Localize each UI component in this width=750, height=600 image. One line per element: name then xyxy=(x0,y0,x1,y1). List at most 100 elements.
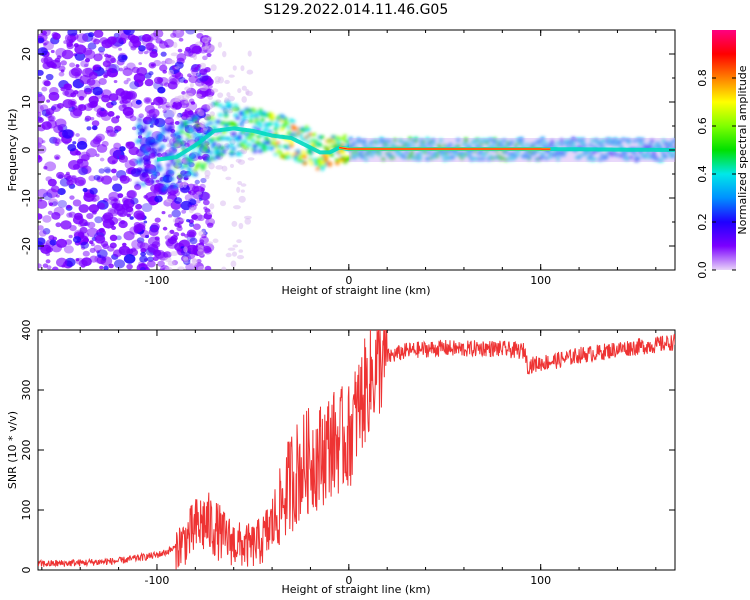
spectral-blob xyxy=(185,92,194,98)
spectral-blob xyxy=(73,43,79,48)
spectral-blob xyxy=(588,154,594,159)
spectral-blob xyxy=(49,87,59,96)
spectral-blob xyxy=(93,174,101,181)
spectral-blob xyxy=(48,202,54,206)
spectral-blob xyxy=(231,107,237,112)
spectral-blob xyxy=(252,149,258,154)
spectral-blob xyxy=(225,176,232,181)
spectral-blob xyxy=(79,74,91,85)
spectral-blob xyxy=(101,140,109,147)
spectral-blob xyxy=(75,133,80,137)
spectral-blob xyxy=(118,245,131,256)
spectral-blob xyxy=(177,135,183,140)
spectral-blob xyxy=(392,138,398,143)
spectral-blob xyxy=(609,152,615,157)
spectral-blob xyxy=(174,66,180,70)
spectral-blob xyxy=(96,249,108,259)
spectral-blob xyxy=(145,115,152,120)
spectral-blob xyxy=(476,138,482,143)
spectral-blob xyxy=(91,120,100,127)
spectral-blob xyxy=(241,96,247,103)
spectral-blob xyxy=(407,136,413,141)
spectral-blob xyxy=(118,104,127,112)
spectral-blob xyxy=(202,162,208,167)
spectral-blob xyxy=(172,107,177,115)
spectral-blob xyxy=(76,158,89,169)
spectral-blob xyxy=(570,137,576,142)
spectral-blob xyxy=(288,140,294,145)
spectral-blob xyxy=(177,94,185,101)
spectral-blob xyxy=(111,175,119,181)
x-tick-label: 100 xyxy=(530,274,551,287)
spectral-blob xyxy=(44,161,57,172)
spectral-blob xyxy=(109,234,118,242)
spectral-blob xyxy=(559,138,565,143)
spectral-blob xyxy=(169,177,175,182)
spectral-blob xyxy=(549,139,555,144)
spectral-blob xyxy=(238,195,246,203)
spectral-blob xyxy=(307,132,313,137)
spectral-blob xyxy=(58,71,65,77)
spectral-blob xyxy=(133,73,146,83)
spectral-blob xyxy=(492,140,498,145)
spectral-blob xyxy=(380,157,386,162)
spectral-blob xyxy=(75,64,80,68)
spectral-blob xyxy=(206,52,212,58)
spectral-blob xyxy=(164,183,170,188)
spectral-blob xyxy=(51,212,61,220)
spectral-blob xyxy=(141,37,153,47)
spectral-blob xyxy=(503,157,509,162)
spectral-blob xyxy=(100,256,113,267)
spectral-blob xyxy=(430,141,436,146)
spectral-blob xyxy=(141,182,147,187)
spectral-blob xyxy=(482,152,488,157)
spectral-blob xyxy=(63,245,74,254)
spectral-blob xyxy=(215,154,221,159)
spectral-blob xyxy=(82,187,88,193)
spectral-blob xyxy=(532,150,538,155)
spectral-blob xyxy=(352,140,358,145)
spectral-blob xyxy=(620,137,626,142)
spectral-blob xyxy=(261,144,267,149)
spectral-blob xyxy=(647,144,653,149)
spectral-blob xyxy=(111,202,119,209)
spectral-blob xyxy=(263,127,269,132)
spectral-blob xyxy=(69,62,76,68)
spectral-blob xyxy=(476,157,482,162)
spectral-blob xyxy=(172,217,180,224)
spectral-blob xyxy=(210,88,219,93)
spectral-blob xyxy=(247,50,252,57)
spectral-blob xyxy=(107,155,118,165)
spectral-blob xyxy=(192,172,198,177)
spectral-blob xyxy=(66,41,73,48)
spectral-blob xyxy=(163,82,170,87)
spectral-blob xyxy=(81,154,90,162)
spectral-blob xyxy=(142,125,148,130)
spectral-blob xyxy=(75,150,81,156)
spectral-blob xyxy=(259,118,265,123)
spectral-blob xyxy=(165,163,171,168)
spectral-blob xyxy=(213,101,219,106)
spectral-blob xyxy=(119,175,130,184)
spectral-blob xyxy=(561,152,567,157)
spectral-blob xyxy=(192,167,198,172)
spectral-blob xyxy=(38,93,46,104)
spectral-blob xyxy=(256,134,262,139)
spectral-blob xyxy=(197,30,205,33)
spectral-blob xyxy=(119,249,126,254)
spectral-blob xyxy=(77,165,89,175)
spectral-blob xyxy=(173,231,180,237)
spectral-blob xyxy=(146,131,152,136)
spectral-blob xyxy=(513,143,519,148)
spectral-blob xyxy=(62,98,74,109)
spectral-blob xyxy=(98,227,105,233)
spectral-blob xyxy=(100,107,105,112)
spectral-blob xyxy=(98,46,106,53)
spectral-blob xyxy=(240,183,247,187)
spectral-blob xyxy=(56,238,68,248)
spectral-blob xyxy=(136,237,145,244)
spectral-blob xyxy=(76,33,89,43)
spectral-blob xyxy=(40,244,52,254)
spectral-blob xyxy=(206,241,214,245)
spectral-blob xyxy=(178,37,184,42)
